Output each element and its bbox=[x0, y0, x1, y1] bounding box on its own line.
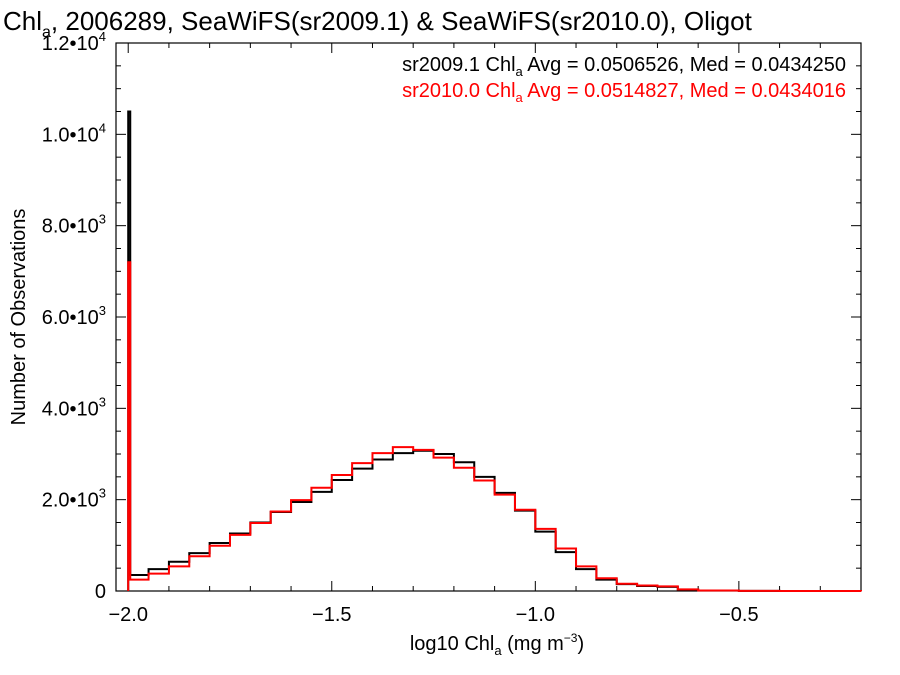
x-tick-label: −1.0 bbox=[516, 604, 555, 626]
data-point-sr20100 bbox=[392, 446, 394, 448]
y-tick-label: 1.0•104 bbox=[42, 120, 106, 146]
x-axis-label: log10 Chla (mg m−3) bbox=[410, 631, 584, 658]
data-point-sr20100 bbox=[270, 510, 272, 513]
x-tick-label: −1.5 bbox=[312, 604, 351, 626]
data-point-sr20091 bbox=[595, 578, 597, 581]
y-tick-label: 6.0•103 bbox=[42, 303, 106, 329]
data-point-sr20100 bbox=[738, 590, 740, 592]
y-tick-label: 4.0•103 bbox=[42, 394, 106, 420]
data-point-sr20100 bbox=[534, 528, 536, 530]
data-point-sr20100 bbox=[188, 555, 190, 557]
x-tick-label: −0.5 bbox=[719, 604, 758, 626]
data-point-sr20100 bbox=[310, 487, 313, 489]
y-axis-label: Number of Observations bbox=[8, 209, 30, 426]
data-point-sr20091 bbox=[209, 542, 211, 544]
data-point-sr20091 bbox=[147, 568, 150, 570]
chart-title: Chla, 2006289, SeaWiFS(sr2009.1) & SeaWi… bbox=[3, 6, 753, 41]
data-point-sr20100 bbox=[494, 494, 496, 496]
data-point-sr20100 bbox=[371, 452, 374, 454]
data-point-sr20100 bbox=[168, 565, 170, 567]
data-point-sr20100 bbox=[778, 590, 781, 592]
data-point-sr20100 bbox=[331, 474, 333, 476]
data-point-sr20100 bbox=[209, 545, 211, 547]
data-point-sr20100 bbox=[860, 590, 862, 592]
data-point-sr20100 bbox=[636, 584, 638, 587]
data-point-sr20100 bbox=[575, 565, 577, 567]
y-tick-label: 1.2•104 bbox=[42, 29, 106, 55]
data-point-sr20091 bbox=[555, 551, 557, 553]
data-point-sr20100 bbox=[555, 547, 557, 550]
data-point-sr20100 bbox=[514, 509, 516, 511]
x-tick-label: −2.0 bbox=[108, 604, 147, 626]
y-tick-label: 8.0•103 bbox=[42, 212, 106, 238]
data-point-sr20100 bbox=[656, 585, 659, 588]
data-point-sr20100 bbox=[229, 534, 231, 536]
data-point-sr20100 bbox=[129, 578, 131, 581]
series-layer bbox=[127, 110, 862, 592]
data-point-sr20100 bbox=[127, 261, 129, 263]
data-point-sr20091 bbox=[534, 531, 536, 533]
data-point-sr20091 bbox=[188, 552, 190, 554]
data-point-sr20100 bbox=[432, 457, 435, 459]
data-point-sr20100 bbox=[351, 462, 353, 464]
data-point-sr20100 bbox=[290, 499, 292, 501]
data-point-sr20100 bbox=[147, 573, 150, 575]
data-point-sr20091 bbox=[229, 532, 231, 535]
data-point-sr20100 bbox=[697, 589, 699, 592]
stats-line-sr2010: sr2010.0 Chla Avg = 0.0514827, Med = 0.0… bbox=[402, 80, 846, 105]
data-point-sr20100 bbox=[677, 588, 679, 591]
data-point-sr20100 bbox=[616, 583, 618, 585]
data-point-sr20100 bbox=[473, 479, 475, 482]
data-point-sr20100 bbox=[595, 577, 597, 579]
data-point-sr20091 bbox=[127, 110, 129, 113]
plot-frame bbox=[115, 42, 862, 592]
series-line-sr20091 bbox=[127, 110, 862, 592]
data-point-sr20100 bbox=[249, 522, 251, 524]
stats-line-sr2009: sr2009.1 Chla Avg = 0.0506526, Med = 0.0… bbox=[402, 54, 846, 79]
data-point-sr20091 bbox=[575, 568, 577, 570]
y-tick-label: 0 bbox=[95, 581, 106, 603]
y-tick-label: 2.0•103 bbox=[42, 486, 106, 512]
data-point-sr20091 bbox=[168, 561, 170, 563]
data-point-sr20100 bbox=[412, 449, 414, 451]
x-axis: −2.0 −1.5 −1.0 −0.5 bbox=[108, 43, 862, 626]
series-line-sr20100 bbox=[127, 261, 862, 592]
y-axis: 0 2.0•103 4.0•103 6.0•103 8.0•103 1.0•104 1.2•… bbox=[42, 29, 861, 603]
data-point-sr20100 bbox=[453, 467, 455, 469]
